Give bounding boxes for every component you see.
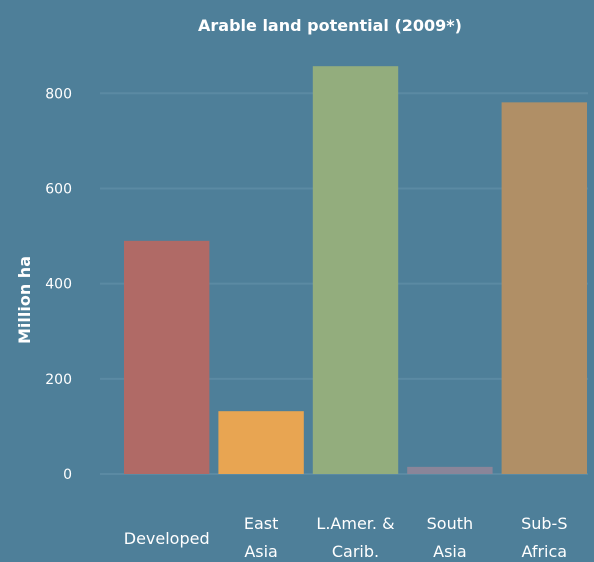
x-tick-line: Asia <box>244 542 278 561</box>
y-tick-label: 200 <box>45 372 72 388</box>
x-tick-line: Africa <box>521 542 567 561</box>
x-tick-line: South <box>427 514 474 533</box>
y-axis-ticks: 0 200 400 600 800 <box>45 86 72 483</box>
x-tick-line: East <box>244 514 279 533</box>
x-tick-label: Developed <box>124 529 210 548</box>
x-tick-label: L.Amer. & Carib. <box>316 514 394 561</box>
x-tick-line: L.Amer. & <box>316 514 394 533</box>
x-tick-label: Sub-S Africa <box>521 514 567 561</box>
x-axis-ticks: Developed East Asia L.Amer. & Carib. South Asi… <box>124 514 568 561</box>
bar-4 <box>501 102 587 475</box>
y-tick-label: 600 <box>45 181 72 197</box>
bars <box>124 66 587 475</box>
bar-3 <box>407 466 493 474</box>
bar-2 <box>312 66 399 474</box>
bar-0 <box>124 240 210 474</box>
y-tick-label: 800 <box>45 86 72 102</box>
x-tick-label: East Asia <box>244 514 279 561</box>
y-axis-label: Million ha <box>15 256 34 344</box>
bar-1 <box>218 411 304 474</box>
x-tick-label: South Asia <box>427 514 474 561</box>
x-tick-line: Sub-S <box>521 514 567 533</box>
y-tick-label: 400 <box>45 277 72 293</box>
y-tick-label: 0 <box>63 467 72 483</box>
x-tick-line: Developed <box>124 529 210 548</box>
chart-title: Arable land potential (2009*) <box>198 16 462 35</box>
x-tick-line: Carib. <box>332 542 379 561</box>
x-tick-line: Asia <box>433 542 467 561</box>
